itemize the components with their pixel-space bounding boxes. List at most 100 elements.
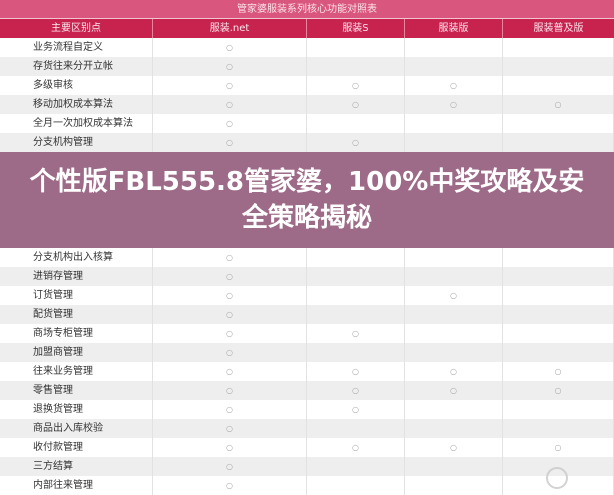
empty-cell [307,343,405,362]
empty-cell [405,38,503,57]
table-row: 收付款管理 ○ ○ ○ ○ [0,438,614,457]
supported-mark-icon: ○ [307,362,405,381]
column-header: 服装普及版 [533,23,584,34]
feature-label: 移动加权成本算法 [0,95,153,114]
empty-cell [405,114,503,133]
empty-cell [405,476,503,495]
empty-cell [503,133,614,152]
feature-label: 进销存管理 [0,267,153,286]
empty-cell [405,248,503,267]
headline-banner: 个性版FBL555.8管家婆，100%中奖攻略及安全策略揭秘 [0,152,614,248]
empty-cell [307,267,405,286]
empty-cell [307,38,405,57]
table-row: 零售管理 ○ ○ ○ ○ [0,381,614,400]
supported-mark-icon: ○ [153,38,307,57]
empty-cell [307,476,405,495]
supported-mark-icon: ○ [503,381,614,400]
headline-text: 个性版FBL555.8管家婆，100%中奖攻略及安全策略揭秘 [29,167,585,233]
table-row: 往来业务管理 ○ ○ ○ ○ [0,362,614,381]
table-row: 全月一次加权成本算法 ○ [0,114,614,133]
empty-cell [405,324,503,343]
supported-mark-icon: ○ [153,286,307,305]
empty-cell [503,57,614,76]
feature-label: 商品出入库校验 [0,419,153,438]
supported-mark-icon: ○ [405,362,503,381]
watermark-logo-icon [546,467,568,489]
table-row: 三方结算 ○ [0,457,614,476]
supported-mark-icon: ○ [153,76,307,95]
empty-cell [405,419,503,438]
supported-mark-icon: ○ [153,133,307,152]
table-row: 进销存管理 ○ [0,267,614,286]
supported-mark-icon: ○ [307,133,405,152]
supported-mark-icon: ○ [405,381,503,400]
feature-label: 往来业务管理 [0,362,153,381]
feature-label: 三方结算 [0,457,153,476]
empty-cell [405,57,503,76]
table-row: 退换货管理 ○ ○ [0,400,614,419]
feature-label: 内部往来管理 [0,476,153,495]
feature-label: 零售管理 [0,381,153,400]
feature-label: 订货管理 [0,286,153,305]
empty-cell [503,419,614,438]
column-header: 服装版 [405,19,503,38]
empty-cell [405,457,503,476]
supported-mark-icon: ○ [153,362,307,381]
empty-cell [307,419,405,438]
feature-label: 存货往来分开立帐 [0,57,153,76]
table-row: 商品出入库校验 ○ [0,419,614,438]
table-header: 主要区别点 服装.net 服装S 服装版 服装普及版 [0,19,614,38]
supported-mark-icon: ○ [503,438,614,457]
empty-cell [405,267,503,286]
empty-cell [503,76,614,95]
table-title: 管家婆服装系列核心功能对照表 [0,0,614,19]
feature-label: 分支机构出入核算 [0,248,153,267]
empty-cell [307,114,405,133]
supported-mark-icon: ○ [405,95,503,114]
supported-mark-icon: ○ [153,419,307,438]
empty-cell [307,457,405,476]
empty-cell [307,305,405,324]
table-row: 分支机构出入核算 ○ [0,248,614,267]
supported-mark-icon: ○ [153,381,307,400]
supported-mark-icon: ○ [307,324,405,343]
feature-label: 多级审核 [0,76,153,95]
supported-mark-icon: ○ [307,438,405,457]
table-row: 移动加权成本算法 ○ ○ ○ ○ [0,95,614,114]
supported-mark-icon: ○ [307,400,405,419]
table-row: 存货往来分开立帐 ○ [0,57,614,76]
empty-cell [503,267,614,286]
column-header: 主要区别点 [0,19,153,38]
supported-mark-icon: ○ [307,76,405,95]
column-header: 服装.net [153,19,307,38]
table-row: 配货管理 ○ [0,305,614,324]
feature-label: 商场专柜管理 [0,324,153,343]
table-row: 多级审核 ○ ○ ○ [0,76,614,95]
feature-label: 退换货管理 [0,400,153,419]
empty-cell [405,305,503,324]
empty-cell [405,343,503,362]
supported-mark-icon: ○ [503,362,614,381]
supported-mark-icon: ○ [153,400,307,419]
empty-cell [503,114,614,133]
feature-label: 配货管理 [0,305,153,324]
supported-mark-icon: ○ [503,95,614,114]
feature-label: 全月一次加权成本算法 [0,114,153,133]
supported-mark-icon: ○ [307,95,405,114]
empty-cell [503,324,614,343]
supported-mark-icon: ○ [153,248,307,267]
supported-mark-icon: ○ [405,438,503,457]
table-row: 业务流程自定义 ○ [0,38,614,57]
empty-cell [307,248,405,267]
table-row: 商场专柜管理 ○ ○ [0,324,614,343]
supported-mark-icon: ○ [153,114,307,133]
supported-mark-icon: ○ [153,324,307,343]
supported-mark-icon: ○ [153,457,307,476]
empty-cell [405,133,503,152]
empty-cell [503,305,614,324]
feature-label: 分支机构管理 [0,133,153,152]
supported-mark-icon: ○ [307,381,405,400]
table-row: 分支机构管理 ○ ○ [0,133,614,152]
empty-cell [503,400,614,419]
empty-cell [503,286,614,305]
